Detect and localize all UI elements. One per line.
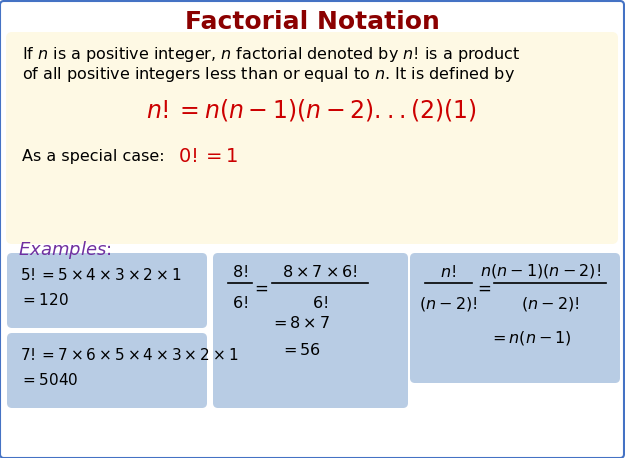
FancyBboxPatch shape [7,253,207,328]
Text: $0!=1$: $0!=1$ [178,147,239,165]
Text: $=8\times7$: $=8\times7$ [270,315,330,331]
Text: $(n-2)!$: $(n-2)!$ [521,295,579,313]
Text: $=n(n-1)$: $=n(n-1)$ [489,329,571,347]
FancyBboxPatch shape [7,333,207,408]
Text: $=$: $=$ [251,279,269,297]
FancyBboxPatch shape [410,253,620,383]
Text: $6!$: $6!$ [232,295,248,311]
Text: $\mathit{Examples}$:: $\mathit{Examples}$: [18,239,111,261]
Text: $7!=7\times6\times5\times4\times3\times2\times1$: $7!=7\times6\times5\times4\times3\times2… [20,347,238,363]
FancyBboxPatch shape [6,32,618,244]
Text: $8!$: $8!$ [232,264,248,280]
Text: Factorial Notation: Factorial Notation [184,10,439,34]
Text: of all positive integers less than or equal to $n$. It is defined by: of all positive integers less than or eq… [22,65,515,84]
Text: $(n-2)!$: $(n-2)!$ [419,295,477,313]
Text: $6!$: $6!$ [312,295,328,311]
Text: $5!=5\times4\times3\times2\times1$: $5!=5\times4\times3\times2\times1$ [20,267,181,283]
Text: $=5040$: $=5040$ [20,372,79,388]
Text: $=120$: $=120$ [20,292,69,308]
Text: If $n$ is a positive integer, $n$ factorial denoted by $n$! is a product: If $n$ is a positive integer, $n$ factor… [22,45,521,65]
Text: $8\times7\times6!$: $8\times7\times6!$ [282,264,358,280]
Text: $n!=n(n-1)(n-2)...(2)(1)$: $n!=n(n-1)(n-2)...(2)(1)$ [146,97,478,123]
Text: $=56$: $=56$ [279,342,321,358]
Text: $n!$: $n!$ [440,264,456,280]
FancyBboxPatch shape [213,253,408,408]
Text: $n(n-1)(n-2)!$: $n(n-1)(n-2)!$ [479,262,601,280]
Text: As a special case:: As a special case: [22,148,175,164]
Text: $=$: $=$ [474,279,492,297]
